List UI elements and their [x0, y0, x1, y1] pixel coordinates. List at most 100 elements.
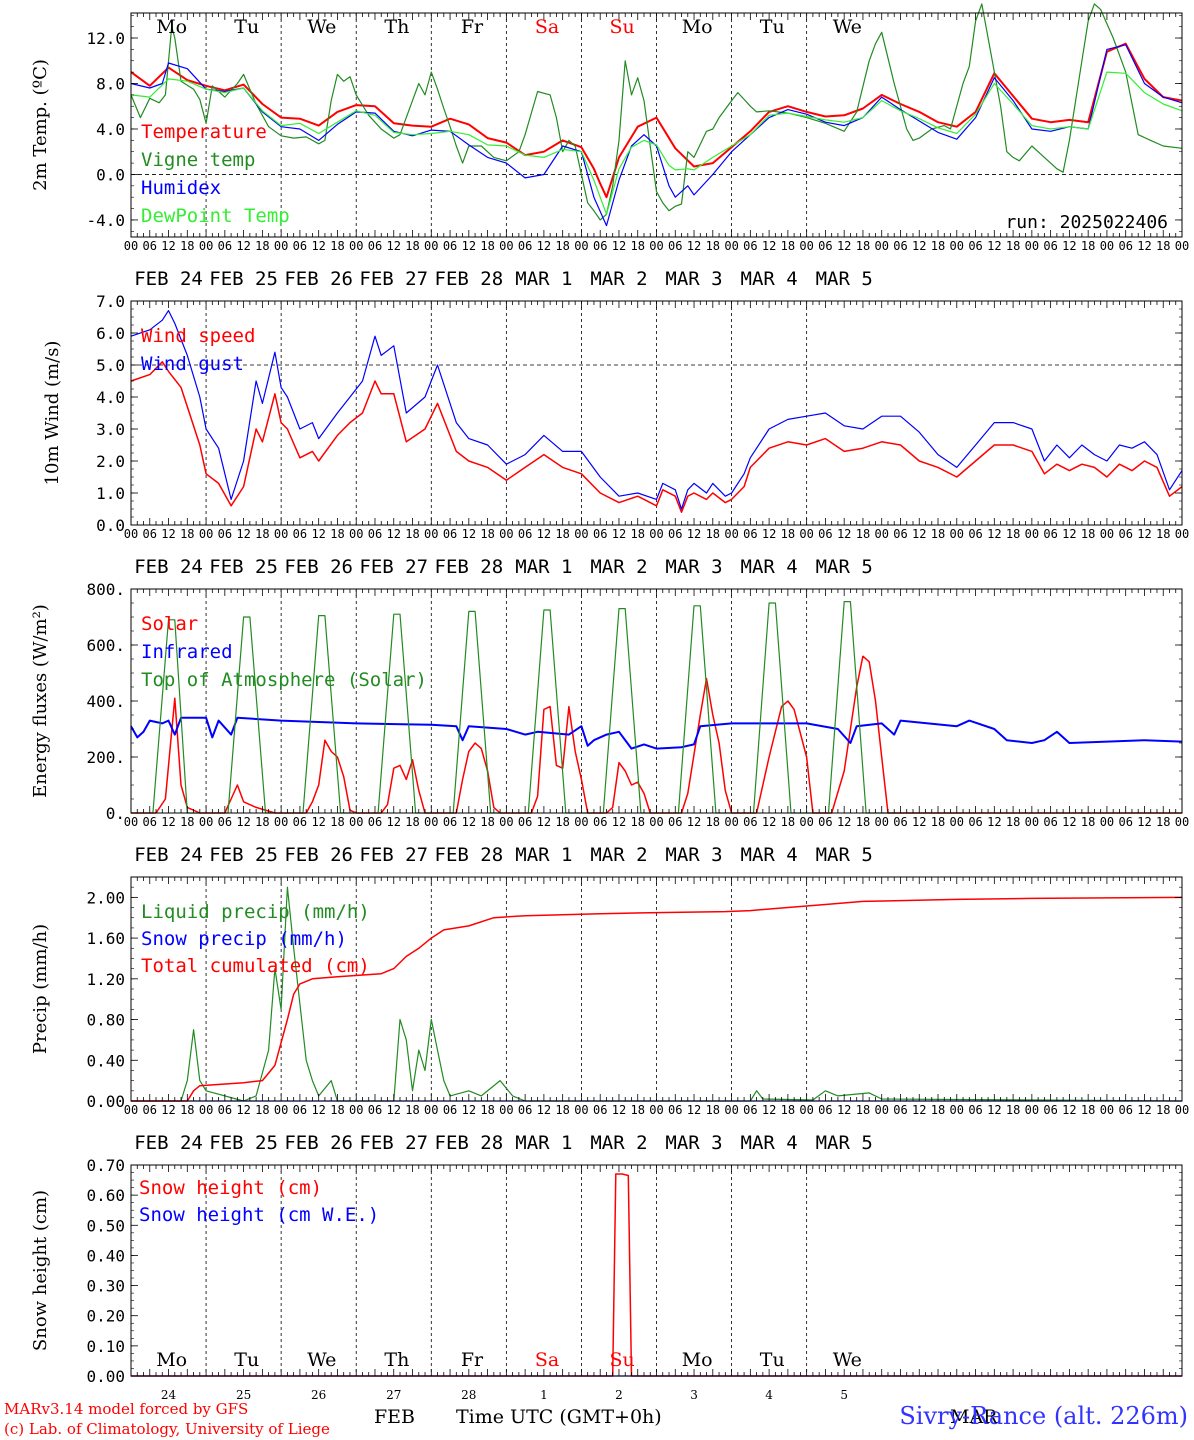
- hour-tick-label: 18: [1081, 815, 1095, 829]
- hour-tick-label: 00: [349, 527, 363, 541]
- legend-entry: Solar: [141, 613, 198, 635]
- y-tick-label: 0.80: [86, 1011, 125, 1030]
- hour-tick-label: 18: [1156, 815, 1170, 829]
- hour-tick-label: 00: [1100, 239, 1114, 253]
- hour-tick-label: 06: [968, 815, 982, 829]
- hour-tick-label: 00: [950, 1103, 964, 1117]
- hour-tick-label: 18: [856, 1103, 870, 1117]
- date-label: FEB 25: [209, 1132, 278, 1154]
- hour-tick-label: 12: [537, 1103, 551, 1117]
- day-abbrev: We: [307, 16, 336, 38]
- hour-tick-label: 06: [893, 239, 907, 253]
- bottom-day-number: 24: [161, 1388, 177, 1402]
- hour-tick-label: 06: [1118, 239, 1132, 253]
- hour-tick-label: 06: [143, 815, 157, 829]
- series-line: [130, 3, 1183, 221]
- legend-entry: Infrared: [141, 641, 233, 663]
- hour-tick-label: 06: [218, 1103, 232, 1117]
- day-abbrev: Fr: [461, 1349, 484, 1371]
- date-label: FEB 27: [359, 1132, 428, 1154]
- day-abbrev: Fr: [461, 16, 484, 38]
- bottom-month-mar: MAR: [950, 1406, 998, 1428]
- hour-tick-label: 18: [931, 1103, 945, 1117]
- hour-tick-label: 12: [1062, 239, 1076, 253]
- hour-tick-label: 12: [1062, 527, 1076, 541]
- date-label: MAR 2: [590, 268, 647, 290]
- hour-tick-label: 00: [199, 1103, 213, 1117]
- hour-tick-label: 00: [424, 815, 438, 829]
- hour-tick-label: 00: [199, 815, 213, 829]
- bottom-day-number: 25: [236, 1388, 251, 1402]
- hour-tick-label: 12: [912, 239, 926, 253]
- hour-tick-label: 12: [1137, 1103, 1151, 1117]
- hour-tick-label: 06: [143, 1103, 157, 1117]
- hour-tick-label: 18: [1006, 239, 1020, 253]
- hour-tick-label: 18: [480, 815, 494, 829]
- hour-tick-label: 18: [1081, 1103, 1095, 1117]
- hour-tick-label: 12: [987, 239, 1001, 253]
- hour-tick-label: 12: [687, 815, 701, 829]
- hour-tick-label: 18: [405, 815, 419, 829]
- hour-tick-label: 18: [781, 1103, 795, 1117]
- hour-tick-label: 12: [462, 239, 476, 253]
- hour-tick-label: 12: [912, 815, 926, 829]
- hour-tick-label: 00: [499, 1103, 513, 1117]
- date-label: MAR 5: [816, 268, 873, 290]
- hour-tick-label: 00: [874, 815, 888, 829]
- day-abbrev: Su: [609, 16, 634, 38]
- hour-tick-label: 06: [818, 527, 832, 541]
- hour-tick-label: 00: [349, 1103, 363, 1117]
- hour-tick-label: 00: [799, 527, 813, 541]
- hour-tick-label: 12: [1062, 1103, 1076, 1117]
- hour-tick-label: 06: [1118, 815, 1132, 829]
- hour-tick-label: 18: [330, 239, 344, 253]
- date-label: MAR 3: [665, 268, 722, 290]
- bottom-day-number: 26: [311, 1388, 326, 1402]
- hour-tick-label: 00: [124, 239, 138, 253]
- hour-tick-label: 06: [968, 1103, 982, 1117]
- hour-tick-label: 06: [818, 1103, 832, 1117]
- hour-tick-label: 12: [462, 1103, 476, 1117]
- y-tick-label: -4.0: [86, 211, 125, 230]
- hour-tick-label: 06: [968, 527, 982, 541]
- hour-tick-label: 18: [856, 527, 870, 541]
- hour-tick-label: 12: [687, 527, 701, 541]
- bottom-day-number: 1: [540, 1388, 548, 1402]
- hour-tick-label: 18: [555, 527, 569, 541]
- hour-tick-label: 12: [161, 1103, 175, 1117]
- hour-tick-label: 18: [180, 527, 194, 541]
- hour-tick-label: 00: [649, 815, 663, 829]
- hour-tick-label: 06: [1118, 527, 1132, 541]
- date-label: FEB 25: [209, 268, 278, 290]
- hour-tick-label: 00: [874, 239, 888, 253]
- y-tick-label: 6.0: [96, 324, 125, 343]
- bottom-day-number: 2: [615, 1388, 623, 1402]
- plot-frame: [130, 588, 1183, 814]
- hour-tick-label: 00: [724, 815, 738, 829]
- hour-tick-label: 18: [706, 815, 720, 829]
- bottom-day-number: 4: [765, 1388, 773, 1402]
- series-line: [130, 361, 1183, 513]
- panel-3: 0. 200. 400. 600. 800. Energy fluxes (W/m²) So…: [30, 580, 1189, 866]
- day-abbrev: Mo: [156, 16, 187, 38]
- hour-tick-label: 18: [781, 527, 795, 541]
- y-axis-title: Energy fluxes (W/m²): [30, 604, 51, 798]
- hour-tick-label: 00: [1025, 1103, 1039, 1117]
- hour-tick-label: 18: [180, 1103, 194, 1117]
- hour-tick-label: 12: [236, 527, 250, 541]
- y-tick-label: 0.0: [96, 516, 125, 535]
- hour-tick-label: 12: [987, 1103, 1001, 1117]
- hour-tick-label: 06: [818, 815, 832, 829]
- y-tick-label: 7.0: [96, 292, 125, 311]
- legend-entry: Snow precip (mm/h): [141, 928, 347, 950]
- hour-tick-label: 12: [387, 815, 401, 829]
- hour-tick-label: 06: [593, 239, 607, 253]
- hour-tick-label: 18: [555, 815, 569, 829]
- panel-4: 0.00 0.40 0.80 1.20 1.60 2.00 Precip (mm/h) Liq…: [30, 876, 1189, 1154]
- hour-tick-label: 06: [293, 815, 307, 829]
- y-axis-title: 2m Temp. (ºC): [30, 59, 51, 191]
- date-label: FEB 27: [359, 844, 428, 866]
- hour-tick-label: 00: [724, 1103, 738, 1117]
- day-abbrev: Tu: [760, 16, 785, 38]
- hour-tick-label: 00: [349, 815, 363, 829]
